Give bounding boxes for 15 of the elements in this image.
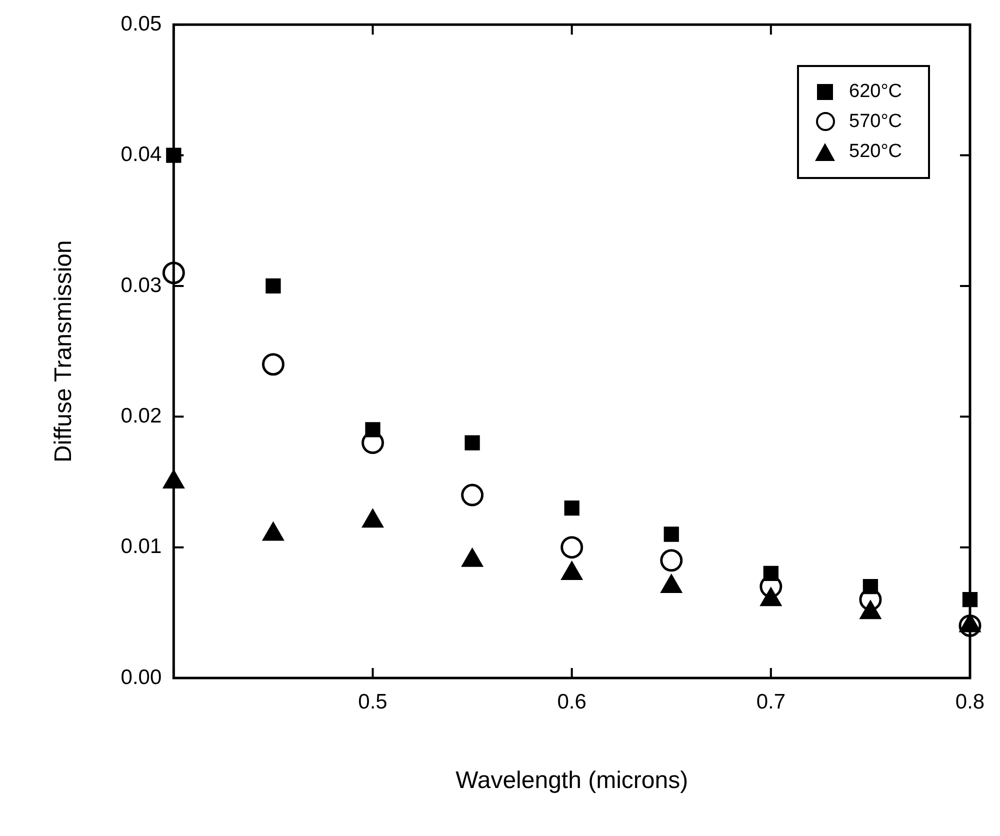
legend-label: 520°C	[849, 140, 902, 163]
x-tick-label: 0.6	[557, 690, 586, 714]
legend-label: 570°C	[849, 110, 902, 133]
legend-label: 620°C	[849, 80, 902, 103]
y-tick-label: 0.04	[120, 143, 162, 166]
y-tick-label: 0.03	[120, 274, 162, 297]
x-tick-label: 0.7	[756, 690, 786, 714]
y-tick-label: 0.00	[120, 666, 162, 689]
x-tick-label: 0.5	[358, 690, 388, 714]
y-tick-label: 0.05	[120, 12, 162, 36]
x-tick-label: 0.8	[955, 690, 985, 714]
y-axis-title: Diffuse Transmission	[50, 240, 78, 462]
y-tick-label: 0.02	[120, 404, 162, 428]
y-tick-label: 0.01	[120, 535, 162, 558]
x-axis-title: Wavelength (microns)	[456, 767, 688, 794]
